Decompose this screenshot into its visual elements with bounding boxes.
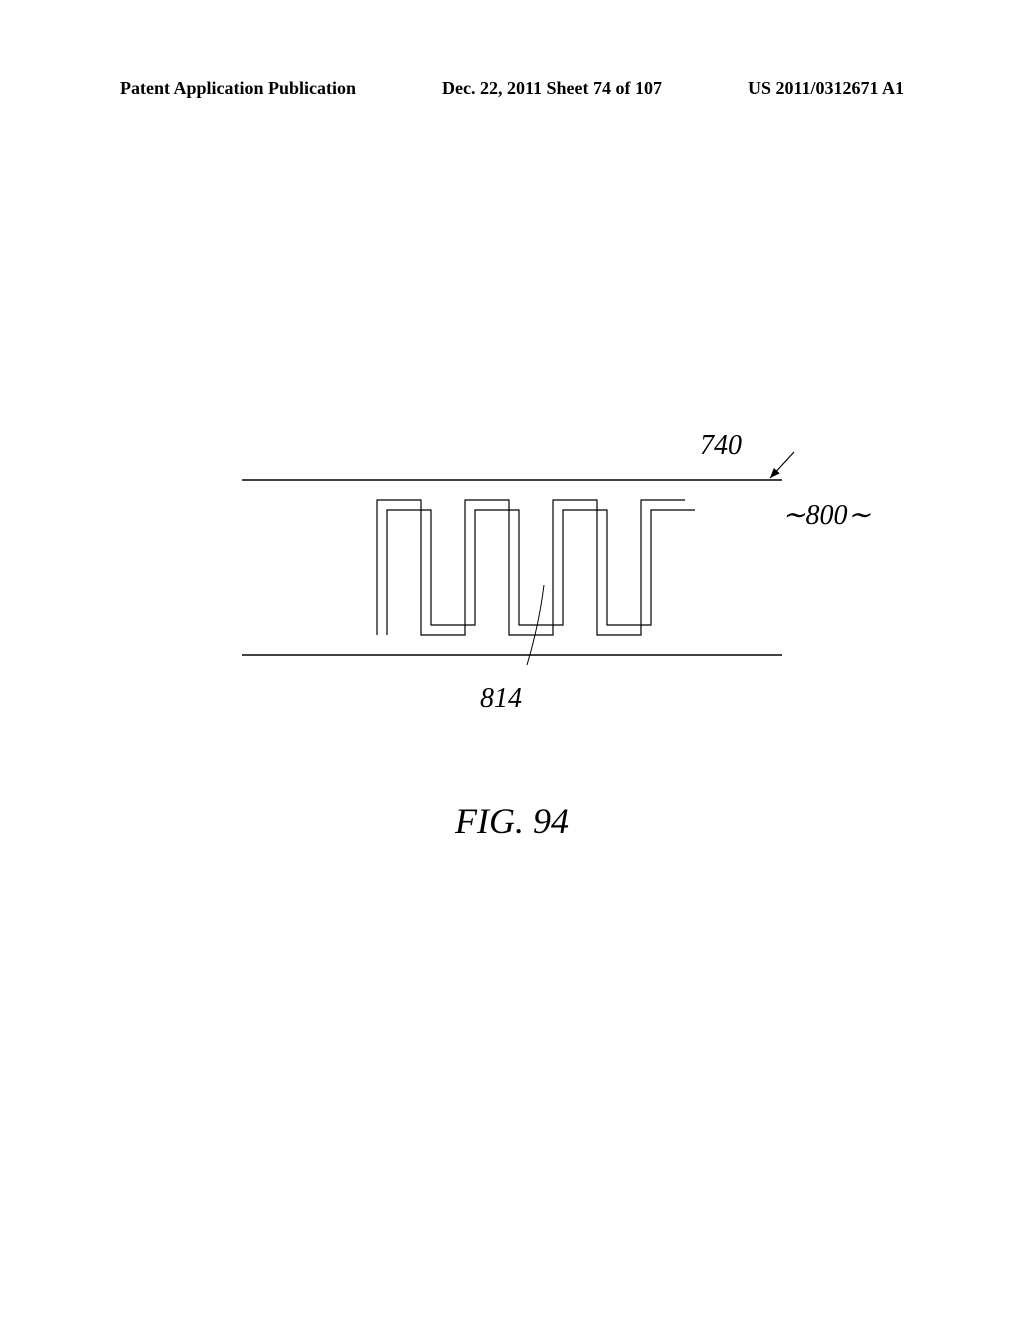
header-date-sheet: Dec. 22, 2011 Sheet 74 of 107: [442, 78, 662, 99]
ref-800-text: 800: [805, 500, 847, 531]
tilde-left: ∼: [782, 500, 805, 531]
tilde-right: ∼: [847, 500, 870, 531]
ref-740-text: 740: [700, 430, 742, 461]
ref-740: 740: [700, 430, 742, 462]
figure-caption-text: FIG. 94: [455, 801, 569, 841]
figure-94: [0, 440, 1024, 790]
figure-svg: [122, 440, 902, 700]
ref-800: ∼800∼: [782, 498, 871, 532]
page-header: Patent Application Publication Dec. 22, …: [0, 78, 1024, 99]
ref-814-text: 814: [480, 683, 522, 714]
ref-814: 814: [480, 683, 522, 715]
header-pub-number: US 2011/0312671 A1: [748, 78, 904, 99]
header-publication: Patent Application Publication: [120, 78, 356, 99]
figure-caption: FIG. 94: [455, 800, 569, 842]
